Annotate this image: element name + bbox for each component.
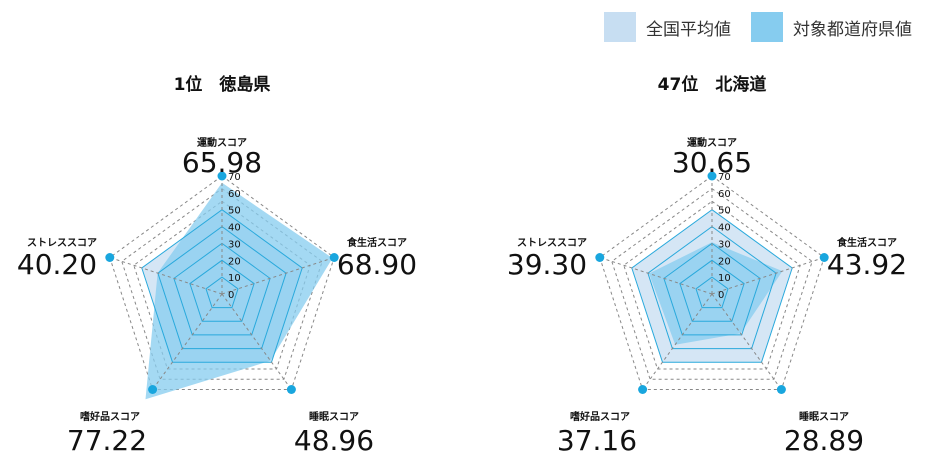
axis-value-label: 68.90 <box>337 248 417 281</box>
grid-ring-dashed <box>611 187 813 380</box>
tick-label: 50 <box>228 206 241 217</box>
legend-swatch-national <box>604 12 636 42</box>
axis-endpoint-dot <box>217 171 227 181</box>
legend-swatch-prefecture <box>751 12 783 42</box>
series-prefecture-area <box>145 182 333 400</box>
axis-endpoint-dot <box>286 385 296 394</box>
axis-spoke <box>221 257 335 295</box>
axis-name-label: 睡眠スコア <box>309 410 359 423</box>
grid-ring-solid <box>679 259 745 322</box>
axis-spoke <box>152 293 223 390</box>
tick-label: 60 <box>718 189 731 200</box>
axis-spoke <box>642 293 713 390</box>
axis-value-label: 30.65 <box>672 146 752 179</box>
grid-ring-solid <box>631 209 793 363</box>
axis-endpoint-dot <box>819 253 829 262</box>
axis-value-label: 43.92 <box>827 248 907 281</box>
chart-title: 47位 北海道 <box>658 74 767 95</box>
axis-name-label: 食生活スコア <box>346 236 407 249</box>
grid-ring-solid <box>663 242 761 336</box>
axis-spoke <box>711 257 825 295</box>
tick-label: 0 <box>718 290 724 301</box>
tick-label: 20 <box>718 256 731 267</box>
axis-value-label: 48.96 <box>294 424 374 457</box>
grid-ring-solid <box>205 276 239 309</box>
legend-label-prefecture: 対象都道府県値 <box>793 19 912 40</box>
axis-name-label: 運動スコア <box>687 136 737 149</box>
grid-ring-dashed <box>109 175 335 390</box>
axis-value-label: 40.20 <box>17 248 97 281</box>
tick-label: 70 <box>228 172 241 183</box>
axis-value-label: 77.22 <box>67 424 147 457</box>
tick-label: 10 <box>228 273 241 284</box>
legend-item-national: 全国平均値 <box>604 12 731 42</box>
axis-spoke <box>109 257 223 295</box>
tick-label: 60 <box>228 189 241 200</box>
tick-label: 70 <box>718 172 731 183</box>
tick-label: 50 <box>718 206 731 217</box>
axis-value-label: 65.98 <box>182 146 262 179</box>
axis-endpoint-dot <box>776 385 786 394</box>
grid-ring-solid <box>189 259 255 322</box>
axis-endpoint-dot <box>707 171 717 181</box>
grid-ring-dashed <box>623 200 801 370</box>
axis-endpoint-dot <box>638 385 648 394</box>
legend: 全国平均値 対象都道府県値 <box>604 12 912 42</box>
grid-ring-solid <box>141 209 303 363</box>
axis-value-label: 28.89 <box>784 424 864 457</box>
axis-name-label: 運動スコア <box>197 136 247 149</box>
axis-name-label: 嗜好品スコア <box>570 410 630 423</box>
axis-endpoint-dot <box>105 253 115 262</box>
tick-label: 0 <box>228 290 234 301</box>
axis-value-label: 37.16 <box>557 424 637 457</box>
axis-name-label: ストレススコア <box>27 237 97 249</box>
tick-label: 20 <box>228 256 241 267</box>
axis-name-label: ストレススコア <box>517 237 587 249</box>
axis-value-label: 39.30 <box>507 248 587 281</box>
legend-item-prefecture: 対象都道府県値 <box>751 12 912 42</box>
axis-name-label: 食生活スコア <box>836 236 897 249</box>
tick-label: 40 <box>228 223 241 234</box>
legend-label-national: 全国平均値 <box>646 19 731 40</box>
tick-label: 40 <box>718 223 731 234</box>
axis-endpoint-dot <box>329 253 339 262</box>
tick-label: 10 <box>718 273 731 284</box>
axis-spoke <box>221 293 292 390</box>
grid-ring-solid <box>173 242 271 336</box>
axis-name-label: 嗜好品スコア <box>80 410 140 423</box>
grid-ring-solid <box>157 225 287 350</box>
axis-endpoint-dot <box>595 253 605 262</box>
axis-endpoint-dot <box>148 385 158 394</box>
chart-title: 1位 徳島県 <box>174 74 271 95</box>
tick-label: 30 <box>228 239 241 250</box>
tick-label: 30 <box>718 239 731 250</box>
axis-spoke <box>711 293 782 390</box>
axis-name-label: 睡眠スコア <box>799 410 849 423</box>
grid-ring-solid <box>695 276 729 309</box>
grid-ring-dashed <box>599 175 825 390</box>
grid-ring-solid <box>647 225 777 350</box>
series-prefecture-area <box>649 242 783 345</box>
axis-spoke <box>599 257 713 295</box>
